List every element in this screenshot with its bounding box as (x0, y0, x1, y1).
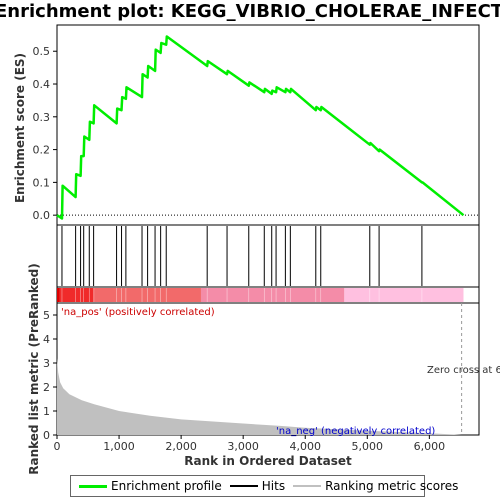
es-y-axis: 0.0 0.1 0.2 0.3 0.4 0.5 (33, 45, 57, 222)
metric-y-tick-label: 0 (43, 429, 50, 442)
metric-y-tick-label: 3 (43, 357, 50, 370)
x-tick-label: 0 (54, 440, 61, 453)
x-tick-label: 3,000 (227, 440, 259, 453)
es-y-tick-label: 0.4 (33, 78, 51, 91)
chart-title: Enrichment plot: KEGG_VIBRIO_CHOLERAE_IN… (0, 1, 500, 22)
legend: Enrichment profile Hits Ranking metric s… (70, 475, 458, 497)
na-neg-annotation: 'na_neg' (negatively correlated) (276, 426, 435, 437)
color-bar-segment (59, 288, 95, 302)
legend-item-ranking-metric-scores: Ranking metric scores (293, 479, 458, 493)
x-axis-label: Rank in Ordered Dataset (184, 454, 352, 468)
enrichment-profile-line (56, 35, 465, 220)
metric-y-tick-label: 1 (43, 405, 50, 418)
x-tick-label: 1,000 (103, 440, 135, 453)
es-y-tick-label: 0.3 (33, 111, 51, 124)
hits-plot-area (61, 226, 423, 286)
color-bar-segment (57, 288, 60, 302)
metric-plot-area: 'na_pos' (positively correlated) Zero cro… (57, 303, 500, 437)
ranking-metric-area (57, 358, 462, 435)
zero-cross-annotation: Zero cross at 6 (427, 365, 500, 376)
legend-label: Hits (261, 479, 286, 493)
legend-label: Enrichment profile (111, 479, 222, 493)
na-pos-annotation: 'na_pos' (positively correlated) (61, 307, 215, 318)
es-plot-area (56, 35, 479, 220)
metric-y-tick-label: 5 (43, 309, 50, 322)
x-tick-label: 2,000 (165, 440, 197, 453)
metric-y-tick-label: 4 (43, 333, 50, 346)
legend-label: Ranking metric scores (325, 479, 459, 493)
metric-axes: 0 1 2 3 4 5 0 1,000 2,000 3,000 4,000 5,000 6,000 (43, 309, 445, 453)
color-bar-segment (344, 288, 464, 302)
hits-panel-frame (56, 224, 480, 288)
x-tick-label: 6,000 (414, 440, 446, 453)
es-y-tick-label: 0.1 (33, 176, 51, 189)
x-tick-label: 4,000 (289, 440, 321, 453)
legend-item-hits: Hits (229, 479, 286, 493)
es-y-tick-label: 0.0 (33, 209, 51, 222)
es-panel-frame (56, 24, 480, 226)
legend-swatch-enrichment-profile (79, 484, 107, 488)
metric-y-tick-label: 2 (43, 381, 50, 394)
es-y-tick-label: 0.2 (33, 144, 51, 157)
color-bar (57, 288, 464, 302)
es-y-axis-label: Enrichment score (ES) (13, 53, 27, 203)
x-tick-label: 5,000 (352, 440, 384, 453)
legend-swatch-ranking-metric (293, 485, 322, 487)
legend-item-enrichment-profile: Enrichment profile (79, 479, 222, 493)
color-bar-segment (200, 288, 345, 302)
es-y-tick-label: 0.5 (33, 45, 51, 58)
metric-y-axis-label: Ranked list metric (PreRanked) (27, 263, 41, 475)
legend-swatch-hits (229, 485, 258, 487)
